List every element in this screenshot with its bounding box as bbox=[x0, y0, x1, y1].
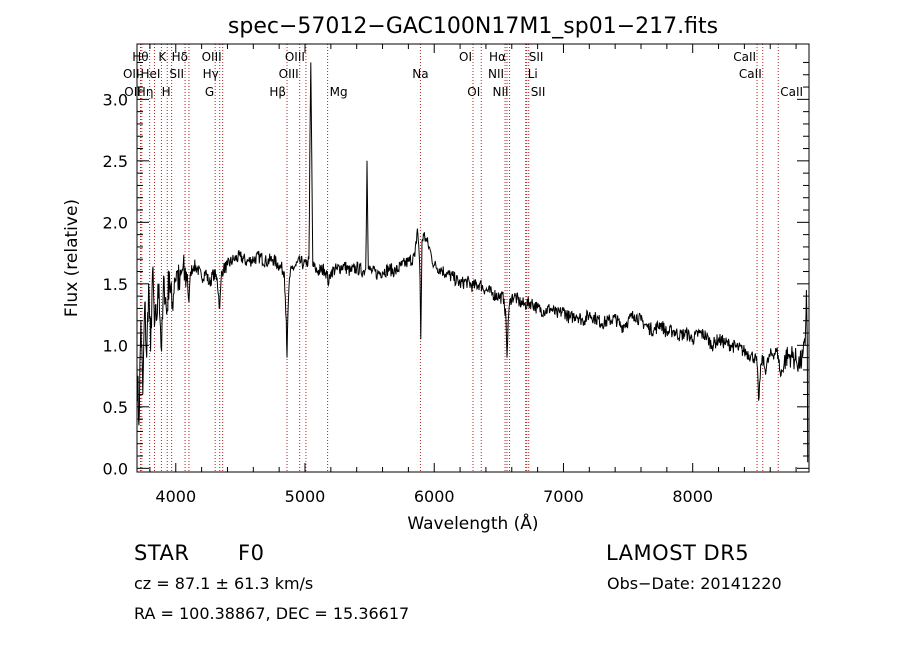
x-tick-label: 7000 bbox=[543, 487, 584, 506]
coordinates: RA = 100.38867, DEC = 15.36617 bbox=[134, 604, 410, 623]
x-tick-label: 4000 bbox=[155, 487, 196, 506]
spectral-line-label: CaII bbox=[739, 67, 762, 81]
y-tick-label: 3.0 bbox=[103, 90, 128, 109]
spectral-line-label: SII bbox=[529, 50, 544, 64]
spectral-line-markers bbox=[139, 44, 779, 472]
spectral-line-label: SII bbox=[531, 85, 546, 99]
spectral-line-label: Mg bbox=[330, 85, 348, 99]
spectral-line-label: NII bbox=[493, 85, 509, 99]
x-tick-label: 5000 bbox=[285, 487, 326, 506]
spectral-line-label: CaII bbox=[733, 50, 756, 64]
x-axis: 4000 5000 6000 7000 8000 bbox=[149, 44, 797, 506]
x-tick-label: 6000 bbox=[414, 487, 455, 506]
spectral-line-label: Na bbox=[412, 67, 428, 81]
observation-date: Obs−Date: 20141220 bbox=[607, 574, 782, 593]
object-class: STAR bbox=[134, 541, 190, 565]
spectral-line-label: Li bbox=[528, 67, 538, 81]
spectral-line-label: Hθ bbox=[132, 50, 148, 64]
spectral-line-label: NII bbox=[488, 67, 504, 81]
spectrum-line bbox=[136, 62, 809, 463]
spectral-line-label: Hγ bbox=[203, 67, 219, 81]
spectral-line-labels: Hθ K Hδ OIII OIII OI Hα SII CaII OII HeI SII Hγ OIII N… bbox=[123, 50, 803, 99]
survey-name: LAMOST DR5 bbox=[606, 541, 750, 565]
y-axis: 0.0 0.5 1.0 1.5 2.0 2.5 3.0 bbox=[103, 61, 809, 478]
spectral-line-label: Hδ bbox=[172, 50, 188, 64]
object-subclass: F0 bbox=[238, 541, 265, 565]
y-tick-label: 2.5 bbox=[103, 152, 128, 171]
spectral-line-label: OI bbox=[467, 85, 480, 99]
spectral-line-label: OIII bbox=[202, 50, 222, 64]
spectral-line-label: OIII bbox=[279, 67, 299, 81]
spectral-line-label: OII bbox=[123, 67, 140, 81]
spectral-line-label: OIII bbox=[285, 50, 305, 64]
y-tick-label: 0.5 bbox=[103, 398, 128, 417]
y-tick-label: 1.0 bbox=[103, 336, 128, 355]
y-tick-label: 0.0 bbox=[103, 459, 128, 478]
spectral-line-label: CaII bbox=[780, 85, 803, 99]
spectral-line-label: G bbox=[205, 85, 214, 99]
y-axis-label: Flux (relative) bbox=[62, 199, 82, 317]
spectral-line-label: Hβ bbox=[269, 85, 286, 99]
spectral-line-label: Hη bbox=[137, 85, 154, 99]
spectral-line-label: K bbox=[158, 50, 167, 64]
y-tick-label: 1.5 bbox=[103, 275, 128, 294]
spectral-line-label: Hα bbox=[489, 50, 506, 64]
redshift-velocity: cz = 87.1 ± 61.3 km/s bbox=[134, 574, 314, 593]
spectral-line-label: SII bbox=[169, 67, 184, 81]
y-tick-label: 2.0 bbox=[103, 213, 128, 232]
x-axis-label: Wavelength (Å) bbox=[407, 512, 538, 534]
spectral-line-label: OI bbox=[459, 50, 472, 64]
plot-frame bbox=[136, 43, 810, 473]
spectral-line-label: HeI bbox=[140, 67, 160, 81]
chart-title: spec−57012−GAC100N17M1_sp01−217.fits bbox=[228, 14, 718, 39]
x-tick-label: 8000 bbox=[672, 487, 713, 506]
spectral-line-label: H bbox=[162, 85, 171, 99]
